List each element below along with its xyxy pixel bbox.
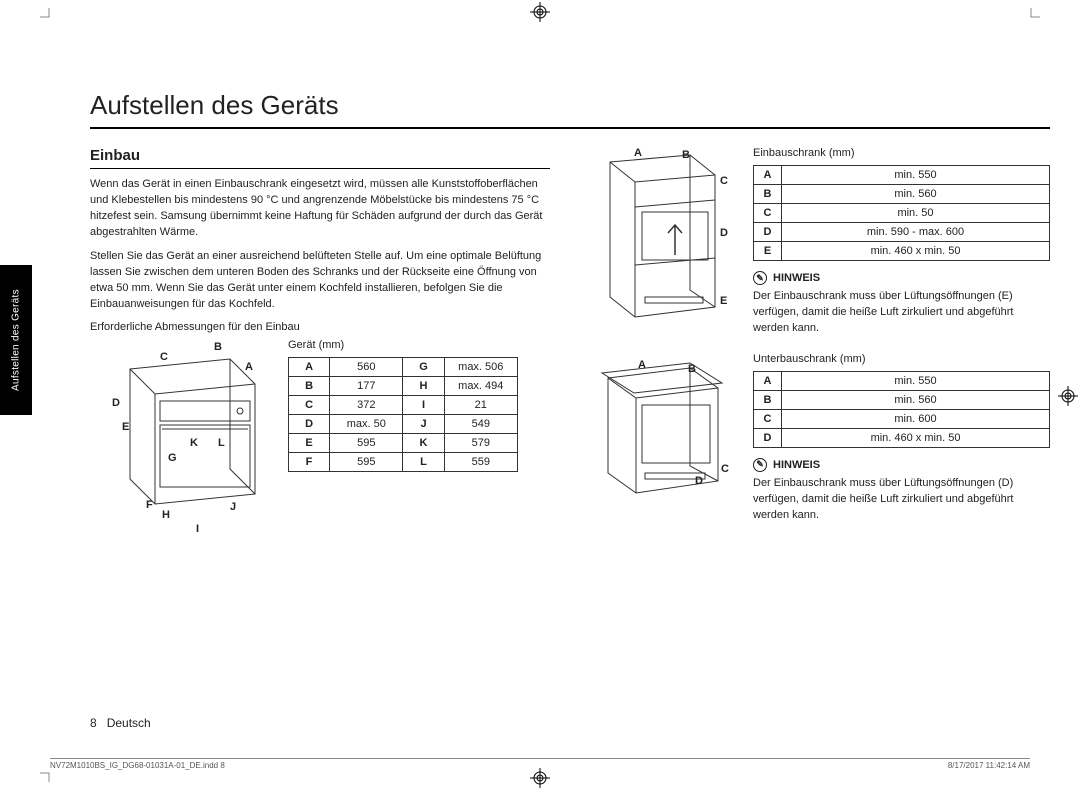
registration-mark: [530, 768, 550, 788]
registration-mark: [530, 2, 550, 22]
note-text: Der Einbauschrank muss über Lüftungsöffn…: [753, 289, 1050, 337]
device-dimensions-table: A560Gmax. 506 B177Hmax. 494 C372I21 Dmax. 5…: [288, 357, 518, 472]
cab1-label-B: B: [682, 149, 690, 161]
table-cell: L: [403, 452, 444, 471]
table-cell: max. 50: [330, 414, 403, 433]
table-cell: B: [754, 390, 782, 409]
note-icon: ✎: [753, 271, 767, 285]
dim-label-C: C: [160, 351, 168, 363]
table-cell: H: [403, 376, 444, 395]
cab1-label-C: C: [720, 175, 728, 187]
unterbauschrank-table: Amin. 550Bmin. 560Cmin. 600Dmin. 460 x m…: [753, 371, 1050, 448]
side-tab: Aufstellen des Geräts: [0, 265, 32, 415]
table-cell: G: [403, 357, 444, 376]
table-cell: 21: [444, 395, 517, 414]
device-diagram: B C A D E G K L F H I J: [90, 339, 270, 539]
registration-mark: [1058, 386, 1078, 406]
table-cell: I: [403, 395, 444, 414]
table-cell: C: [754, 409, 782, 428]
table-cell: max. 494: [444, 376, 517, 395]
table-cell: 595: [330, 433, 403, 452]
cab2-label-C: C: [721, 463, 729, 475]
table-cell: 559: [444, 452, 517, 471]
cab2-label-B: B: [688, 363, 696, 375]
table-cell: min. 550: [782, 371, 1050, 390]
table-cell: 372: [330, 395, 403, 414]
table-caption-device: Gerät (mm): [288, 339, 550, 351]
dim-label-A: A: [245, 361, 253, 373]
table-cell: E: [289, 433, 330, 452]
cabinet-tall-diagram: A B C D E: [590, 147, 735, 322]
table-cell: min. 560: [782, 390, 1050, 409]
table-cell: 560: [330, 357, 403, 376]
dim-label-I: I: [196, 523, 199, 535]
note-label: HINWEIS: [773, 272, 820, 284]
dim-label-L: L: [218, 437, 225, 449]
dim-label-K: K: [190, 437, 198, 449]
note-heading: ✎ HINWEIS: [753, 458, 1050, 472]
table-caption-unterbauschrank: Unterbauschrank (mm): [753, 353, 1050, 365]
print-metadata-line: NV72M1010BS_IG_DG68-01031A-01_DE.indd 8 …: [50, 758, 1030, 770]
table-cell: B: [289, 376, 330, 395]
cab1-label-E: E: [720, 295, 727, 307]
table-cell: A: [754, 371, 782, 390]
table-cell: C: [289, 395, 330, 414]
table-cell: B: [754, 185, 782, 204]
table-caption-einbauschrank: Einbauschrank (mm): [753, 147, 1050, 159]
page-number: 8: [90, 716, 97, 730]
table-cell: K: [403, 433, 444, 452]
dim-label-J: J: [230, 501, 236, 513]
crop-mark: [1022, 8, 1040, 26]
page-footer: 8 Deutsch: [90, 716, 151, 730]
cab2-label-D: D: [695, 475, 703, 487]
subheading-dimensions: Erforderliche Abmessungen für den Einbau: [90, 321, 550, 333]
table-cell: 595: [330, 452, 403, 471]
table-cell: 579: [444, 433, 517, 452]
dim-label-F: F: [146, 499, 153, 511]
cabinet-under-diagram: A B C D: [590, 353, 735, 503]
note-heading: ✎ HINWEIS: [753, 271, 1050, 285]
cab1-label-A: A: [634, 147, 642, 159]
cab2-label-A: A: [638, 359, 646, 371]
print-time: 8/17/2017 11:42:14 AM: [948, 761, 1030, 770]
section-heading-einbau: Einbau: [90, 147, 550, 169]
table-cell: C: [754, 204, 782, 223]
table-cell: min. 560: [782, 185, 1050, 204]
table-cell: D: [754, 223, 782, 242]
table-cell: min. 600: [782, 409, 1050, 428]
dim-label-B: B: [214, 341, 222, 353]
table-cell: min. 590 - max. 600: [782, 223, 1050, 242]
page-title: Aufstellen des Geräts: [90, 90, 1050, 129]
table-cell: F: [289, 452, 330, 471]
cab1-label-D: D: [720, 227, 728, 239]
dim-label-G: G: [168, 452, 177, 464]
paragraph: Wenn das Gerät in einen Einbauschrank ei…: [90, 177, 550, 241]
page-lang: Deutsch: [107, 716, 151, 730]
table-cell: 177: [330, 376, 403, 395]
table-cell: min. 460 x min. 50: [782, 242, 1050, 261]
table-cell: 549: [444, 414, 517, 433]
crop-mark: [40, 8, 58, 26]
table-cell: D: [289, 414, 330, 433]
table-cell: min. 550: [782, 166, 1050, 185]
note-text: Der Einbauschrank muss über Lüftungsöffn…: [753, 476, 1050, 524]
einbauschrank-table: Amin. 550Bmin. 560Cmin. 50Dmin. 590 - ma…: [753, 165, 1050, 261]
note-label: HINWEIS: [773, 459, 820, 471]
table-cell: min. 460 x min. 50: [782, 428, 1050, 447]
table-cell: A: [754, 166, 782, 185]
note-icon: ✎: [753, 458, 767, 472]
table-cell: D: [754, 428, 782, 447]
print-file: NV72M1010BS_IG_DG68-01031A-01_DE.indd 8: [50, 761, 225, 770]
paragraph: Stellen Sie das Gerät an einer ausreiche…: [90, 249, 550, 313]
table-cell: J: [403, 414, 444, 433]
dim-label-E: E: [122, 421, 129, 433]
dim-label-H: H: [162, 509, 170, 521]
table-cell: min. 50: [782, 204, 1050, 223]
table-cell: E: [754, 242, 782, 261]
dim-label-D: D: [112, 397, 120, 409]
table-cell: max. 506: [444, 357, 517, 376]
table-cell: A: [289, 357, 330, 376]
